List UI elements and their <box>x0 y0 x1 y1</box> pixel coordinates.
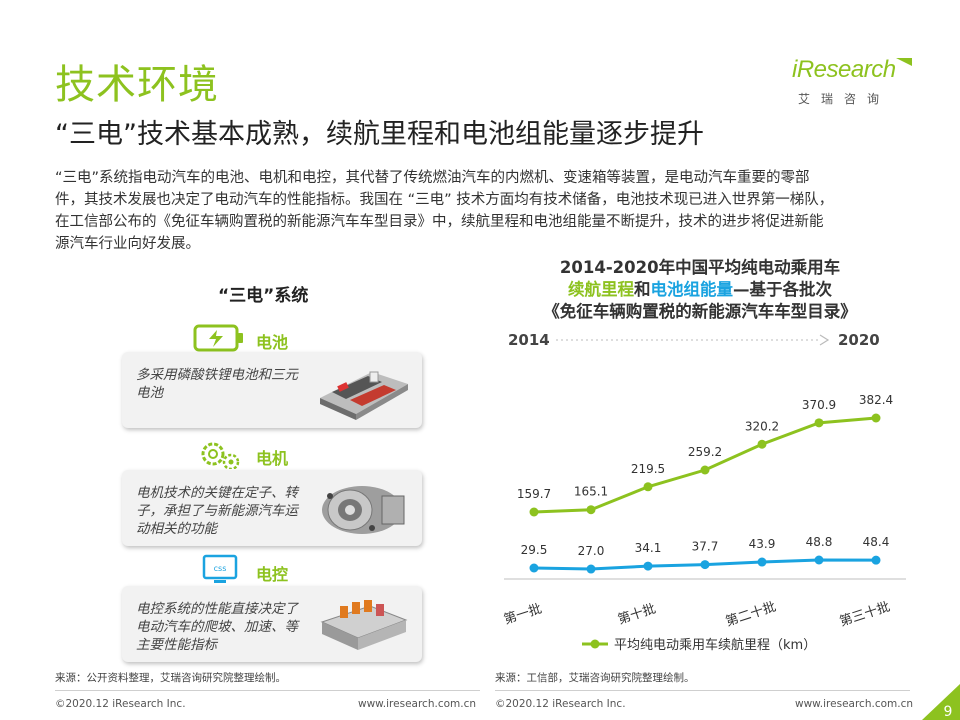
intro-line: 件，其技术发展也决定了电动汽车的性能指标。我国在 “三电” 技术方面均有技术储备… <box>55 192 834 208</box>
controller-label: 电控 <box>256 565 289 584</box>
controller-card: 电控系统的性能直接决定了电动汽车的爬坡、加速、等主要性能指标 <box>122 586 422 662</box>
chart-title-line1: 2014-2020年中国平均纯电动乘用车 <box>559 258 841 277</box>
page-subtitle: “三电”技术基本成熟，续航里程和电池组能量逐步提升 <box>55 119 704 150</box>
footer-copyright-right: ©2020.12 iResearch Inc. <box>495 698 626 710</box>
intro-line: 源汽车行业向好发展。 <box>55 236 200 252</box>
energy-value-label: 48.4 <box>863 535 890 549</box>
logo-subtext: 艾瑞咨询 <box>798 92 891 106</box>
energy-point <box>643 561 653 571</box>
chart-title-range: 续航里程 <box>568 280 634 299</box>
battery-label: 电池 <box>256 333 289 352</box>
battery-icon <box>193 324 243 352</box>
line-chart: 2014 2020 159.7 165.1 219.5 259.2 320.2 370.9 38… <box>502 331 906 653</box>
x-tick-label: 第十批 <box>616 602 658 628</box>
range-point <box>814 418 824 428</box>
controller-image <box>320 600 408 650</box>
energy-value-label: 34.1 <box>635 541 662 555</box>
energy-point <box>871 555 881 565</box>
footer-url-right[interactable]: www.iresearch.com.cn <box>795 698 914 710</box>
chart-title: 2014-2020年中国平均纯电动乘用车 续航里程和电池组能量—基于各批次 《免… <box>500 257 900 323</box>
motor-image <box>322 486 405 534</box>
range-value-label: 370.9 <box>802 398 836 412</box>
logo-word: iResearch <box>792 56 896 83</box>
system-title: “三电”系统 <box>218 286 309 306</box>
footer-copyright-left: ©2020.12 iResearch Inc. <box>55 698 186 710</box>
range-point <box>586 505 596 515</box>
motor-desc: 电机技术的关键在定子、转子，承担了与新能源汽车运动相关的功能 <box>136 485 298 537</box>
range-value-label: 382.4 <box>859 393 893 407</box>
footer-divider-right <box>495 690 910 691</box>
legend-marker <box>590 639 600 649</box>
intro-line: 在工信部公布的《免征车辆购置税的新能源汽车车型目录》中，续航里程和电池组能量不断… <box>55 214 824 230</box>
battery-pack-image <box>320 371 408 420</box>
energy-point <box>700 560 710 570</box>
legend-label: 平均纯电动乘用车续航里程（km） <box>614 637 816 653</box>
battery-card: 多采用磷酸铁锂电池和三元电池 <box>122 352 422 428</box>
energy-value-label: 48.8 <box>806 535 833 549</box>
energy-point <box>586 564 596 574</box>
energy-point <box>814 555 824 565</box>
energy-value-label: 37.7 <box>692 540 719 554</box>
intro-line: “三电”系统指电动汽车的电池、电机和电控，其代替了传统燃油汽车的内燃机、变速箱等… <box>55 170 810 186</box>
range-point <box>871 413 881 423</box>
intro-paragraph: “三电”系统指电动汽车的电池、电机和电控，其代替了传统燃油汽车的内燃机、变速箱等… <box>55 167 915 255</box>
left-source: 来源：公开资料整理，艾瑞咨询研究院整理绘制。 <box>55 672 286 684</box>
x-tick-label: 第二十批 <box>724 600 778 630</box>
year-end-label: 2020 <box>838 331 880 349</box>
chart-title-energy: 电池组能量 <box>650 280 734 299</box>
year-arrow-head <box>819 334 830 346</box>
motor-label: 电机 <box>256 449 289 468</box>
range-value-label: 159.7 <box>517 487 551 501</box>
range-point <box>700 465 710 475</box>
range-point <box>529 507 539 517</box>
range-value-label: 165.1 <box>574 485 608 499</box>
right-source: 来源：工信部，艾瑞咨询研究院整理绘制。 <box>495 672 695 684</box>
year-start-label: 2014 <box>508 331 550 349</box>
chart-title-basis: —基于各批次 <box>733 280 832 299</box>
x-tick-label: 第三十批 <box>838 600 892 630</box>
x-tick-label: 第一批 <box>502 602 544 628</box>
css-monitor-icon: css <box>202 554 238 583</box>
controller-desc: 电控系统的性能直接决定了电动汽车的爬坡、加速、等主要性能指标 <box>136 601 298 653</box>
svg-text:css: css <box>214 564 227 573</box>
iresearch-logo: iResearch 艾瑞咨询 <box>788 56 913 108</box>
range-value-label: 219.5 <box>631 462 665 476</box>
energy-value-label: 27.0 <box>578 544 605 558</box>
page-number: 9 <box>944 704 953 720</box>
range-value-label: 320.2 <box>745 419 779 433</box>
energy-value-label: 43.9 <box>749 537 776 551</box>
battery-desc: 多采用磷酸铁锂电池和三元电池 <box>136 367 298 401</box>
page-title: 技术环境 <box>55 62 219 108</box>
range-value-label: 259.2 <box>688 445 722 459</box>
footer-url-left[interactable]: www.iresearch.com.cn <box>358 698 477 710</box>
chart-title-and: 和 <box>634 280 651 299</box>
logo-bubble-icon <box>896 58 912 66</box>
gears-icon <box>201 442 240 469</box>
page-number-badge: 9 <box>922 684 960 720</box>
energy-point <box>757 557 767 567</box>
range-point <box>643 482 653 492</box>
energy-value-label: 29.5 <box>521 543 548 557</box>
chart-title-line2: 续航里程和电池组能量—基于各批次 <box>500 279 900 301</box>
motor-card: 电机技术的关键在定子、转子，承担了与新能源汽车运动相关的功能 <box>122 470 422 546</box>
energy-point <box>529 563 539 573</box>
range-point <box>757 439 767 449</box>
footer-divider-left <box>55 690 480 691</box>
chart-title-line3: 《免征车辆购置税的新能源汽车车型目录》 <box>543 302 857 321</box>
